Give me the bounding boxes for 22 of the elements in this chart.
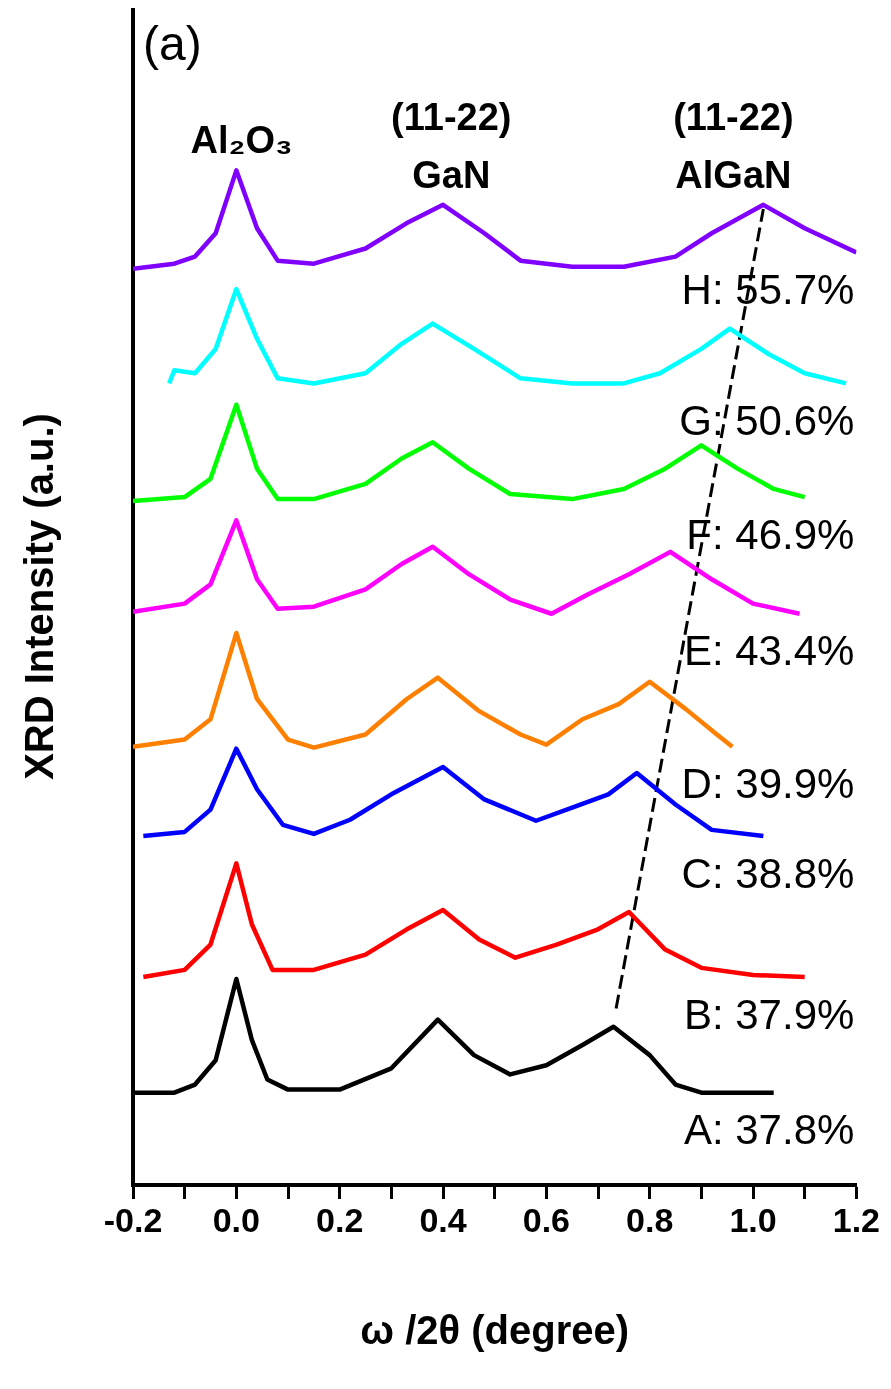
annotation: (11-22) GaN	[391, 96, 512, 196]
x-tick-label: 1.2	[832, 1200, 880, 1239]
annotation: (11-22) AlGaN	[673, 96, 794, 196]
x-tick-label: 0.8	[626, 1200, 674, 1239]
y-axis-title: XRD Intensity (a.u.)	[17, 413, 62, 780]
x-tick-label: 0.0	[212, 1200, 260, 1239]
series-label: B: 37.9%	[683, 990, 855, 1038]
x-tick-label: 0.6	[522, 1200, 570, 1239]
series-label: C: 38.8%	[681, 849, 855, 897]
x-tick-label: -0.2	[103, 1200, 163, 1239]
x-tick-label: 0.4	[419, 1200, 467, 1239]
x-tick-label: 0.2	[316, 1200, 364, 1239]
series-label: E: 43.4%	[683, 627, 855, 675]
series-label: D: 39.9%	[681, 760, 855, 808]
series-label: A: 37.8%	[683, 1106, 855, 1154]
series-label: F: 46.9%	[686, 510, 855, 558]
series-label: G: 50.6%	[679, 397, 855, 444]
series-label: H: 55.7%	[681, 266, 855, 314]
text: (a)	[143, 17, 202, 70]
x-axis-title: ω /2θ (degree)	[360, 1308, 630, 1353]
text: Al₂O₃	[190, 119, 293, 161]
x-tick-label: 1.0	[729, 1200, 777, 1239]
